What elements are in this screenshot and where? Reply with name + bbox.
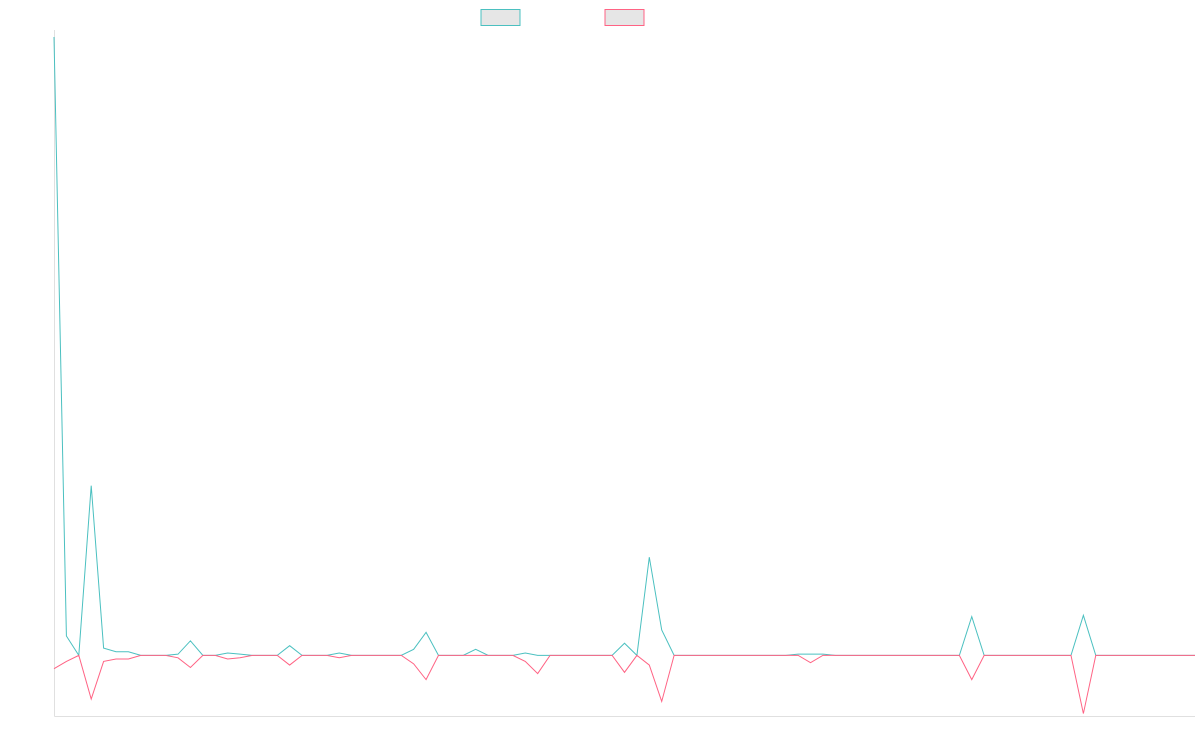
series-line-1[interactable]	[53, 36, 1195, 657]
legend-swatch-series-2[interactable]	[604, 9, 645, 26]
series-group	[53, 36, 1196, 714]
legend	[480, 9, 645, 26]
legend-swatch-series-1[interactable]	[480, 9, 521, 26]
plot-area	[53, 30, 1196, 717]
series-line-2[interactable]	[53, 654, 1195, 714]
